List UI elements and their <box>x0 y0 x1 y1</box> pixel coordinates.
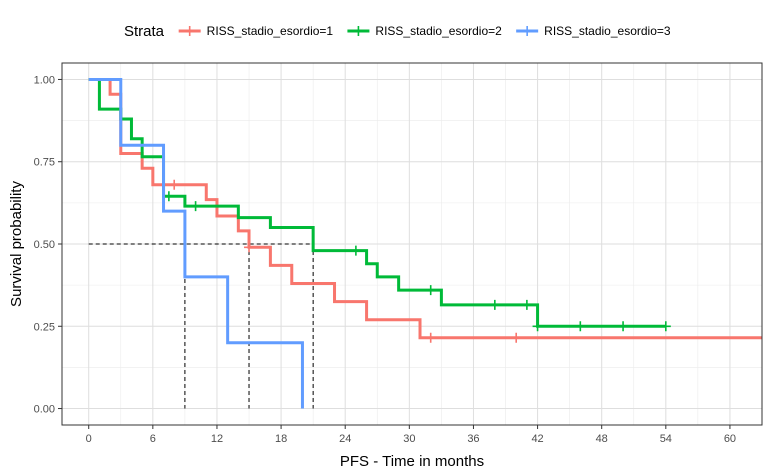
survival-curve-3 <box>88 77 304 409</box>
censor-mark-1 <box>244 242 255 253</box>
x-tick-label: 12 <box>211 433 223 445</box>
x-tick-label: 18 <box>275 433 287 445</box>
axes: 0 6 12 18 24 30 36 42 48 54 60 0.00 0.25 0.50 0.75 1.00 <box>34 74 736 445</box>
legend-label-1: RISS_stadio_esordio=1 <box>207 24 334 38</box>
censor-mark-1 <box>425 332 436 343</box>
x-tick-label: 0 <box>86 433 92 445</box>
y-axis-title: Survival probability <box>8 181 25 307</box>
legend-key-cross-1 <box>184 26 195 36</box>
censor-mark-2 <box>350 245 361 256</box>
x-axis-title: PFS - Time in months <box>340 453 484 470</box>
median-lines <box>88 243 314 409</box>
censor-mark-2 <box>532 321 543 332</box>
x-tick-label: 42 <box>531 433 543 445</box>
x-tick-label: 6 <box>150 433 156 445</box>
legend: Strata RISS_stadio_esordio=1 RISS_stadio_… <box>124 23 671 40</box>
y-tick-label: 0.75 <box>34 157 55 169</box>
grid <box>62 63 762 425</box>
censor-mark-2 <box>489 299 500 310</box>
legend-label-2: RISS_stadio_esordio=2 <box>375 24 502 38</box>
legend-label-3: RISS_stadio_esordio=3 <box>544 24 671 38</box>
censor-mark-1 <box>169 179 180 190</box>
legend-title: Strata <box>124 23 165 40</box>
x-tick-label: 30 <box>403 433 415 445</box>
censor-mark-2 <box>575 321 586 332</box>
survival-curve-2 <box>88 77 666 328</box>
y-tick-label: 0.25 <box>34 321 55 333</box>
x-tick-label: 36 <box>467 433 479 445</box>
censor-mark-1 <box>511 332 522 343</box>
series-group <box>88 77 762 409</box>
censor-mark-2 <box>521 299 532 310</box>
x-tick-label: 54 <box>660 433 672 445</box>
y-tick-label: 0.50 <box>34 239 55 251</box>
y-tick-label: 1.00 <box>34 74 55 86</box>
censor-mark-2 <box>425 285 436 296</box>
censor-mark-2 <box>163 191 174 202</box>
censor-mark-2 <box>190 201 201 212</box>
censor-mark-2 <box>618 321 629 332</box>
y-tick-label: 0.00 <box>34 404 55 416</box>
x-tick-label: 48 <box>596 433 608 445</box>
legend-key-cross-3 <box>522 26 533 36</box>
x-tick-label: 24 <box>339 433 351 445</box>
censor-mark-2 <box>660 321 671 332</box>
x-tick-label: 60 <box>724 433 736 445</box>
legend-key-cross-2 <box>353 26 364 36</box>
